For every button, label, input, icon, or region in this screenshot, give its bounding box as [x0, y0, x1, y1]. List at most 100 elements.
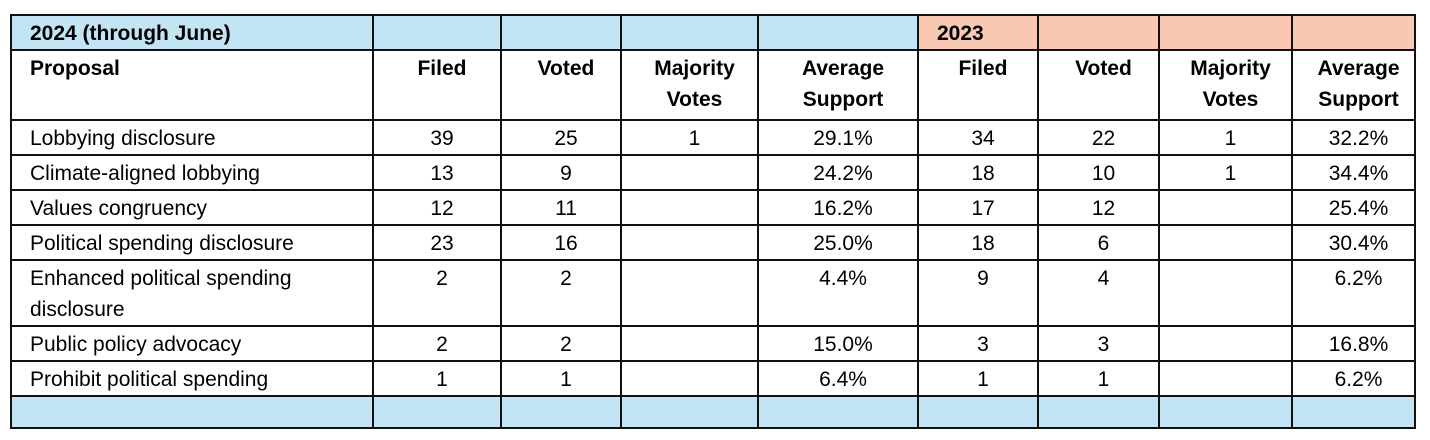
- cell: 15.0%: [757, 325, 919, 362]
- cell: 1: [1158, 154, 1293, 191]
- cell: 34: [917, 119, 1039, 156]
- cell: [1158, 259, 1293, 327]
- cell: 4: [1037, 259, 1160, 327]
- data-row: Values congruency 12 11 16.2% 17 12 25.4%: [10, 189, 1416, 226]
- cell: [500, 14, 622, 51]
- cell: 39: [372, 119, 502, 156]
- cell: [1158, 189, 1293, 226]
- cell: 18: [917, 224, 1039, 261]
- cell: [1158, 224, 1293, 261]
- cell: 9: [917, 259, 1039, 327]
- cell: 25.4%: [1291, 189, 1416, 226]
- cell: 24.2%: [757, 154, 919, 191]
- cell: [10, 395, 374, 429]
- cell: [620, 259, 759, 327]
- proposal: Political spending disclosure: [10, 224, 374, 261]
- data-row: Lobbying disclosure 39 25 1 29.1% 34 22 1 32.2%: [10, 119, 1416, 156]
- cell: 29.1%: [757, 119, 919, 156]
- cell: 16.2%: [757, 189, 919, 226]
- cell: 4.4%: [757, 259, 919, 327]
- cell: 6.4%: [757, 360, 919, 397]
- cell: 30.4%: [1291, 224, 1416, 261]
- data-row: Political spending disclosure 23 16 25.0% 18…: [10, 224, 1416, 261]
- cell: [1158, 360, 1293, 397]
- cell: 3: [917, 325, 1039, 362]
- cell: [372, 395, 502, 429]
- proposal: Enhanced political spending disclosure: [10, 259, 374, 327]
- year-label: 2024 (through June): [10, 14, 374, 51]
- cell: [1291, 395, 1416, 429]
- cell: 25.0%: [757, 224, 919, 261]
- cell: 1: [500, 360, 622, 397]
- column-header: Average Support: [1291, 49, 1416, 121]
- cell: [620, 154, 759, 191]
- cell: 1: [1037, 360, 1160, 397]
- cell: 3: [1037, 325, 1160, 362]
- header-row: Proposal Filed Voted Majority Votes Average …: [10, 49, 1416, 121]
- cell: 25: [500, 119, 622, 156]
- cell: 12: [1037, 189, 1160, 226]
- column-header: Voted: [500, 49, 622, 121]
- column-header: Filed: [917, 49, 1039, 121]
- cell: [620, 14, 759, 51]
- cell: 32.2%: [1291, 119, 1416, 156]
- cell: 22: [1037, 119, 1160, 156]
- cell: 6.2%: [1291, 259, 1416, 327]
- cell: [757, 14, 919, 51]
- cell: 1: [917, 360, 1039, 397]
- proposal: Prohibit political spending: [10, 360, 374, 397]
- column-header: Proposal: [10, 49, 374, 121]
- cell: [1158, 325, 1293, 362]
- column-header: Majority Votes: [1158, 49, 1293, 121]
- cell: 18: [917, 154, 1039, 191]
- cell: 2: [372, 325, 502, 362]
- cell: 1: [372, 360, 502, 397]
- year-label: 2023: [917, 14, 1039, 51]
- cell: [1158, 14, 1293, 51]
- cell: 12: [372, 189, 502, 226]
- column-header: Filed: [372, 49, 502, 121]
- cell: 9: [500, 154, 622, 191]
- data-row: Enhanced political spending disclosure 2 2…: [10, 259, 1416, 327]
- cell: [1037, 395, 1160, 429]
- data-row: Climate-aligned lobbying 13 9 24.2% 18 10 1 34.…: [10, 154, 1416, 191]
- data-row: Public policy advocacy 2 2 15.0% 3 3 16.8%: [10, 325, 1416, 362]
- cell: 10: [1037, 154, 1160, 191]
- cell: 11: [500, 189, 622, 226]
- cell: [1037, 14, 1160, 51]
- cell: [620, 224, 759, 261]
- cell: 6: [1037, 224, 1160, 261]
- cell: 2: [372, 259, 502, 327]
- cell: [500, 395, 622, 429]
- cell: 2: [500, 325, 622, 362]
- cell: [620, 325, 759, 362]
- cell: [620, 360, 759, 397]
- data-table: 2024 (through June) 2023 Proposal Filed Vo…: [10, 14, 1416, 429]
- cell: [1291, 14, 1416, 51]
- cell: [757, 395, 919, 429]
- footer-row: [10, 395, 1416, 429]
- cell: 1: [620, 119, 759, 156]
- cell: [620, 395, 759, 429]
- column-header: Majority Votes: [620, 49, 759, 121]
- cell: 6.2%: [1291, 360, 1416, 397]
- proposal: Lobbying disclosure: [10, 119, 374, 156]
- cell: [372, 14, 502, 51]
- cell: 1: [1158, 119, 1293, 156]
- cell: 17: [917, 189, 1039, 226]
- proposal: Climate-aligned lobbying: [10, 154, 374, 191]
- cell: 2: [500, 259, 622, 327]
- cell: [1158, 395, 1293, 429]
- cell: [917, 395, 1039, 429]
- cell: 34.4%: [1291, 154, 1416, 191]
- cell: 16.8%: [1291, 325, 1416, 362]
- data-row: Prohibit political spending 1 1 6.4% 1 1 6.2%: [10, 360, 1416, 397]
- proposal: Public policy advocacy: [10, 325, 374, 362]
- cell: 16: [500, 224, 622, 261]
- cell: [620, 189, 759, 226]
- cell: 13: [372, 154, 502, 191]
- column-header: Voted: [1037, 49, 1160, 121]
- table-body: 2024 (through June) 2023 Proposal Filed Vo…: [10, 14, 1416, 429]
- year-row: 2024 (through June) 2023: [10, 14, 1416, 51]
